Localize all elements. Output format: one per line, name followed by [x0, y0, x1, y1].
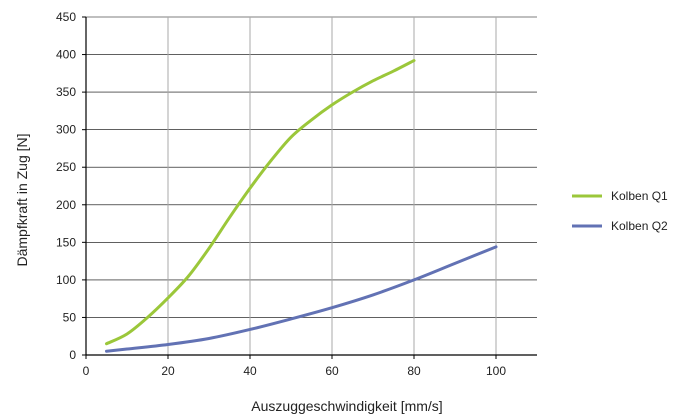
y-tick-label: 300: [56, 123, 76, 137]
y-tick-label: 50: [63, 310, 77, 324]
series-lines: [105, 59, 498, 353]
x-tick-label: 40: [243, 364, 257, 378]
x-tick-label: 20: [161, 364, 175, 378]
legend-label-kolben-q2: Kolben Q2: [611, 219, 668, 233]
legend: Kolben Q1 Kolben Q2: [572, 189, 668, 233]
y-tick-label: 350: [56, 85, 76, 99]
y-tick-label: 250: [56, 160, 76, 174]
y-tick-label: 0: [69, 348, 76, 362]
x-tick-label: 60: [325, 364, 339, 378]
y-axis-title: Dämpfkraft in Zug [N]: [14, 133, 30, 266]
grid: [86, 16, 537, 355]
y-tick-label: 450: [56, 10, 76, 24]
legend-label-kolben-q1: Kolben Q1: [611, 189, 668, 203]
series-line-kolben-q1: [105, 59, 416, 346]
tick-labels: 0 50 100 150 200 250 300 350 400 450 0 20 40 60 80 100: [56, 10, 506, 378]
x-tick-label: 0: [83, 364, 90, 378]
x-tick-label: 80: [407, 364, 421, 378]
axes: [82, 16, 537, 359]
y-tick-label: 400: [56, 48, 76, 62]
x-axis-title: Auszuggeschwindigkeit [mm/s]: [251, 398, 442, 414]
y-tick-label: 150: [56, 235, 76, 249]
x-tick-label: 100: [486, 364, 506, 378]
series-line-kolben-q2: [105, 245, 498, 353]
y-tick-label: 100: [56, 273, 76, 287]
y-tick-label: 200: [56, 198, 76, 212]
